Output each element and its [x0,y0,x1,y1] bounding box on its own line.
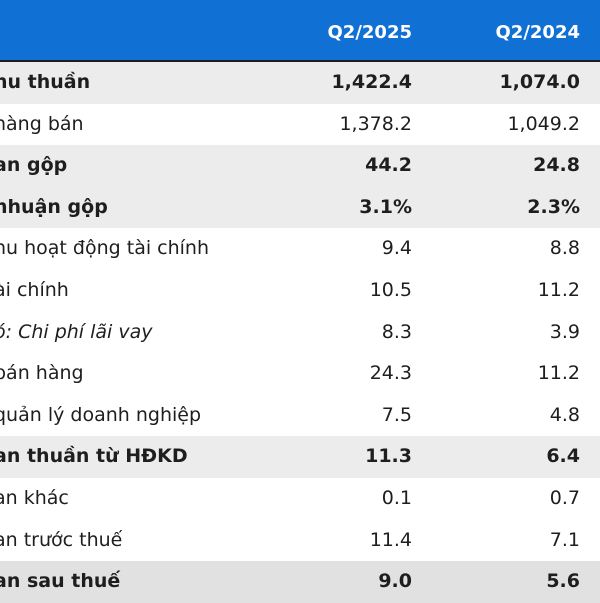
value-q2-2024: 1,049.2 [507,112,580,135]
value-q2-2025: 7.5 [381,403,412,426]
value-q2-2024: 0.7 [549,486,580,509]
table-body: hu thuần 1,422.4 1,074.0 hàng bán 1,378.2 1,0… [0,60,600,603]
row-label: hu hoạt động tài chính [0,237,210,260]
table-row: an sau thuế 9.0 5.6 [0,561,600,603]
value-q2-2025: 11.4 [369,528,412,551]
table-row: hu hoạt động tài chính 9.4 8.8 [0,228,600,270]
value-q2-2025: 44.2 [365,154,412,177]
row-label: an khác [0,486,69,509]
row-label: hu thuần [0,71,91,93]
value-q2-2024: 2.3% [527,195,580,218]
value-q2-2025: 9.0 [378,570,412,593]
value-q2-2024: 4.8 [549,403,580,426]
value-q2-2025: 24.3 [369,362,412,385]
value-q2-2024: 24.8 [533,154,580,177]
value-q2-2024: 11.2 [537,362,580,385]
row-label: quản lý doanh nghiệp [0,403,202,426]
value-q2-2025: 8.3 [381,320,412,343]
table-row: an thuần từ HĐKD 11.3 6.4 [0,436,600,478]
row-label: bán hàng [0,362,84,385]
value-q2-2024: 3.9 [549,320,580,343]
table-row: an khác 0.1 0.7 [0,478,600,520]
value-q2-2024: 8.8 [549,237,580,260]
value-q2-2024: 7.1 [549,528,580,551]
row-label: hàng bán [0,112,84,135]
value-q2-2025: 9.4 [381,237,412,260]
column-header-q2-2024: Q2/2024 [495,22,581,43]
table-row: hu thuần 1,422.4 1,074.0 [0,62,600,104]
value-q2-2025: 1,378.2 [339,112,412,135]
value-q2-2025: 11.3 [365,445,412,468]
value-q2-2025: 1,422.4 [331,71,412,93]
table-row: nhuận gộp 3.1% 2.3% [0,186,600,229]
column-header-q2-2025: Q2/2025 [327,22,413,43]
row-label: an trước thuế [0,528,123,551]
row-label: an gộp [0,154,68,177]
row-label: nhuận gộp [0,195,108,218]
value-q2-2024: 5.6 [546,570,580,593]
row-label: an sau thuế [0,570,121,593]
table-row: quản lý doanh nghiệp 7.5 4.8 [0,395,600,437]
row-label: ó: Chi phí lãi vay [0,320,153,343]
table-row: ó: Chi phí lãi vay 8.3 3.9 [0,312,600,354]
value-q2-2025: 3.1% [359,195,412,218]
row-label: an thuần từ HĐKD [0,445,188,468]
table-header: Q2/2025 Q2/2024 [0,0,600,60]
value-q2-2025: 10.5 [369,278,412,301]
table-row: hàng bán 1,378.2 1,049.2 [0,104,600,146]
table-row: an trước thuế 11.4 7.1 [0,520,600,562]
value-q2-2024: 6.4 [546,445,580,468]
value-q2-2024: 11.2 [537,278,580,301]
value-q2-2025: 0.1 [381,486,412,509]
table-row: ài chính 10.5 11.2 [0,270,600,312]
table-row: bán hàng 24.3 11.2 [0,353,600,395]
row-label: ài chính [0,278,69,301]
table-row: an gộp 44.2 24.8 [0,145,600,187]
value-q2-2024: 1,074.0 [499,71,580,93]
